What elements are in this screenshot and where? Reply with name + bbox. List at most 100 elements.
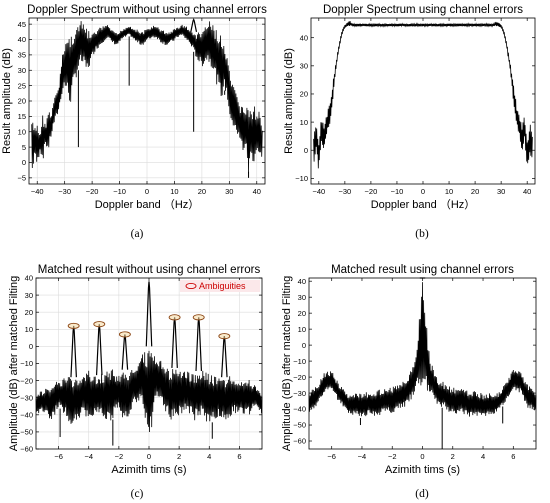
chart-d: −6 −4 −2 0 2 4 6−60−50−40−30−20−10010203040Mat… — [281, 264, 537, 500]
x-tick-label: 20 — [471, 187, 479, 196]
x-tick-label: −6 — [54, 452, 63, 461]
y-tick-label: 20 — [18, 97, 26, 106]
y-tick-label: 0 — [29, 342, 33, 351]
ambiguity-marker — [192, 314, 205, 321]
legend-marker — [185, 282, 197, 290]
y-tick-label: −60 — [20, 445, 33, 454]
x-tick-label: −40 — [31, 187, 44, 196]
peak-mark — [221, 336, 228, 378]
x-tick-label: −6 — [327, 452, 336, 461]
x-tick-label: −30 — [58, 187, 71, 196]
chart-title: Matched result without using channel err… — [38, 264, 261, 276]
chart-c: −6 −4 −2 0 2 4 6−60−50−40−30−20−10010203040Amb… — [8, 264, 263, 500]
series-trace — [313, 21, 533, 169]
chart-a: −40 −30 −20 −10 0 10 20 30 40 −5 0 5 10 15 20 25 30 35 40 4… — [1, 4, 267, 240]
ambiguity-marker — [118, 331, 131, 338]
ambiguity-marker — [67, 322, 80, 329]
x-tick-label: 40 — [253, 187, 261, 196]
y-tick-label: −10 — [293, 357, 306, 366]
y-tick-label: 30 — [25, 291, 33, 300]
panel-label: (d) — [415, 488, 429, 500]
y-tick-label: 0 — [22, 158, 26, 167]
x-tick-label: 20 — [198, 187, 206, 196]
x-tick-label: −2 — [388, 452, 397, 461]
y-tick-label: −50 — [293, 421, 306, 430]
y-tick-label: −60 — [293, 437, 306, 446]
y-tick-label: 40 — [25, 274, 33, 283]
series-trace — [35, 350, 263, 433]
y-tick-label: −50 — [20, 428, 33, 437]
x-tick-label: −20 — [365, 187, 378, 196]
x-tick-label: −40 — [312, 187, 325, 196]
x-tick-label: 4 — [481, 452, 485, 461]
x-tick-label: −20 — [86, 187, 99, 196]
x-tick-label: 0 — [145, 187, 149, 196]
y-tick-label: 20 — [25, 308, 33, 317]
peak-mark — [145, 281, 153, 347]
ambiguity-marker — [168, 314, 181, 321]
peak-mark — [195, 317, 203, 372]
ambiguity-marker — [93, 321, 106, 328]
peak-mark — [190, 18, 198, 32]
y-axis-label: Result amplitude (dB) — [1, 48, 13, 154]
x-axis-label: Azimith tims (s) — [111, 464, 186, 476]
peak-mark — [95, 324, 103, 376]
y-tick-label: 10 — [18, 127, 26, 136]
y-tick-label: 40 — [18, 35, 26, 44]
peak-mark — [121, 334, 129, 370]
y-tick-label: 30 — [18, 66, 26, 75]
y-axis-label: Amplitude (dB) after matched Filting — [8, 276, 20, 451]
x-tick-label: 0 — [420, 452, 424, 461]
y-tick-label: 15 — [18, 112, 26, 121]
y-tick-label: −40 — [20, 411, 33, 420]
panel-label: (a) — [131, 228, 144, 240]
y-tick-label: 30 — [298, 293, 306, 302]
x-tick-label: 40 — [523, 187, 531, 196]
y-tick-label: 10 — [298, 325, 306, 334]
x-tick-label: 2 — [177, 452, 181, 461]
x-tick-label: 0 — [421, 187, 425, 196]
y-tick-label: 35 — [18, 51, 26, 60]
y-tick-label: −10 — [20, 359, 33, 368]
x-axis-label: Azimith tims (s) — [385, 464, 460, 476]
y-tick-label: 0 — [302, 341, 306, 350]
y-tick-label: −10 — [295, 174, 308, 183]
y-tick-label: 40 — [298, 277, 306, 286]
y-tick-label: 25 — [18, 81, 26, 90]
x-tick-label: −4 — [84, 452, 93, 461]
x-tick-label: 30 — [497, 187, 505, 196]
x-tick-label: 10 — [170, 187, 178, 196]
x-tick-label: 2 — [451, 452, 455, 461]
x-axis-label: Doppler band （Hz） — [371, 198, 476, 211]
x-tick-label: 30 — [225, 187, 233, 196]
peak-mark — [171, 317, 178, 368]
chart-b: −40 −30 −20 −10 0 10 20 30 40 −10 0 10 20 30 40 Doppler… — [283, 4, 536, 240]
chart-title: Matched result using channel errors — [331, 264, 514, 276]
x-tick-label: 4 — [207, 452, 211, 461]
panel-label: (c) — [131, 488, 144, 500]
y-tick-label: 30 — [300, 62, 308, 71]
y-tick-label: 10 — [300, 118, 308, 127]
x-tick-label: 0 — [147, 452, 151, 461]
y-tick-label: −30 — [293, 389, 306, 398]
panel-label: (b) — [415, 228, 429, 240]
y-tick-label: −30 — [20, 393, 33, 402]
ambiguity-marker — [218, 333, 231, 340]
series-trace — [308, 282, 537, 417]
y-tick-label: 45 — [18, 20, 26, 29]
peak-mark — [70, 325, 77, 378]
x-axis-label: Doppler band （Hz） — [95, 198, 200, 211]
y-axis-label: Amplitude (dB) after matched Filting — [281, 276, 293, 451]
y-tick-label: 40 — [300, 33, 308, 42]
x-tick-label: −10 — [113, 187, 126, 196]
x-tick-label: −4 — [358, 452, 367, 461]
y-axis-label: Result amplitude (dB) — [283, 48, 295, 154]
legend-box — [180, 280, 260, 292]
legend-label: Ambiguities — [199, 281, 246, 291]
x-tick-label: 6 — [237, 452, 241, 461]
y-tick-label: −5 — [17, 174, 26, 183]
x-tick-label: −30 — [338, 187, 351, 196]
x-tick-label: −10 — [391, 187, 404, 196]
series-trace — [31, 21, 263, 174]
